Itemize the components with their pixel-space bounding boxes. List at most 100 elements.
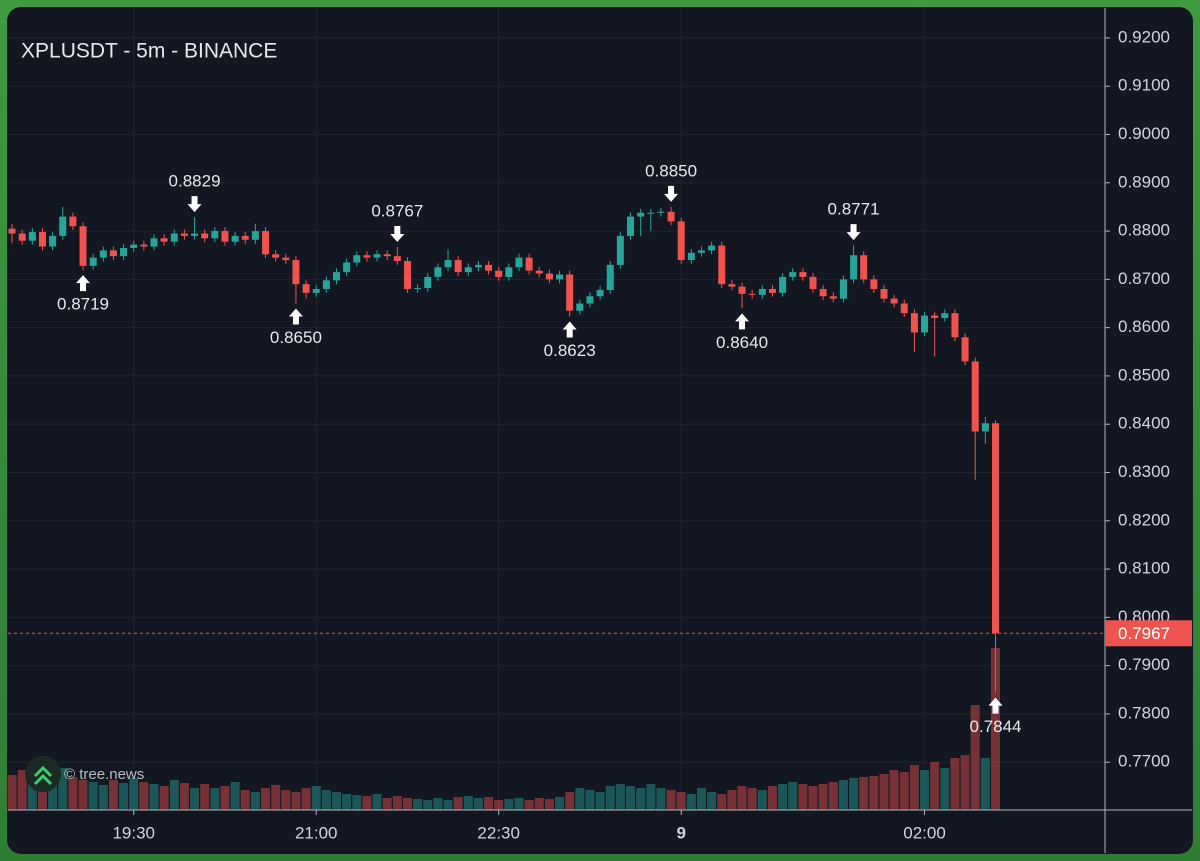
candle-body bbox=[758, 289, 766, 295]
candle-body bbox=[282, 257, 290, 261]
candle-body bbox=[708, 245, 716, 251]
volume-bar bbox=[838, 780, 848, 810]
candle-body bbox=[586, 296, 594, 304]
volume-bar bbox=[524, 800, 534, 810]
volume-bar bbox=[879, 774, 889, 810]
annotation-label: 0.8719 bbox=[57, 295, 109, 314]
annotation-label: 0.8829 bbox=[169, 172, 221, 191]
volume-bar bbox=[869, 776, 879, 810]
volume-bar bbox=[636, 788, 646, 810]
candle-body bbox=[627, 216, 635, 236]
volume-bar bbox=[737, 786, 747, 810]
candle-body bbox=[89, 257, 97, 266]
annotation-label: 0.8650 bbox=[270, 328, 322, 347]
volume-bar bbox=[48, 776, 58, 810]
volume-bar bbox=[119, 783, 129, 810]
volume-bar bbox=[291, 792, 301, 810]
annotation-arrow bbox=[664, 185, 679, 202]
volume-bar bbox=[139, 782, 149, 810]
candle-body bbox=[18, 233, 26, 241]
x-tick-label: 22:30 bbox=[477, 823, 520, 842]
annotation-arrow bbox=[390, 226, 405, 243]
candle-body bbox=[160, 238, 168, 242]
annotation-label: 0.7844 bbox=[970, 717, 1022, 736]
candle-body bbox=[211, 231, 219, 239]
y-tick-label: 0.9200 bbox=[1118, 27, 1170, 46]
volume-bar bbox=[494, 800, 504, 810]
candle-body bbox=[921, 315, 929, 333]
candle-body bbox=[637, 212, 645, 217]
x-tick-label: 19:30 bbox=[112, 823, 155, 842]
volume-bar bbox=[210, 788, 220, 810]
candle-body bbox=[140, 244, 148, 247]
watermark: © tree.news bbox=[25, 756, 144, 792]
volume-bar bbox=[169, 780, 179, 810]
volume-bar bbox=[656, 788, 666, 810]
annotation-arrow bbox=[562, 321, 577, 338]
candle-body bbox=[414, 288, 422, 290]
x-tick-label: 02:00 bbox=[903, 823, 946, 842]
volume-bar bbox=[352, 795, 362, 810]
annotation-label: 0.8771 bbox=[828, 200, 880, 219]
candle-body bbox=[292, 260, 300, 285]
candle-body bbox=[870, 279, 878, 290]
candle-body bbox=[403, 261, 411, 290]
y-tick-label: 0.8300 bbox=[1118, 462, 1170, 481]
volume-bar bbox=[534, 798, 544, 810]
candle-body bbox=[383, 254, 391, 257]
candle-body bbox=[69, 216, 77, 227]
annotation-arrow bbox=[76, 275, 91, 292]
volume-bar bbox=[7, 775, 17, 810]
candle-body bbox=[992, 423, 1000, 634]
volume-bar bbox=[68, 777, 78, 810]
volume-bar bbox=[808, 786, 818, 810]
candle-body bbox=[302, 284, 310, 293]
last-price-tag bbox=[1105, 620, 1192, 647]
volume-bar bbox=[88, 782, 98, 810]
annotation-arrow bbox=[288, 308, 303, 325]
volume-bar bbox=[788, 782, 798, 810]
candle-body bbox=[525, 257, 533, 271]
candle-body bbox=[434, 267, 442, 277]
annotation-label: 0.8767 bbox=[371, 201, 423, 220]
candle-body bbox=[900, 303, 908, 314]
y-tick-label: 0.7700 bbox=[1118, 752, 1170, 771]
volume-bar bbox=[899, 772, 909, 810]
volume-bar bbox=[626, 786, 636, 810]
volume-bar bbox=[27, 780, 37, 810]
volume-bar bbox=[828, 782, 838, 810]
candle-body bbox=[779, 276, 787, 293]
candle-body bbox=[251, 231, 259, 240]
candle-body bbox=[28, 232, 36, 241]
candle-body bbox=[850, 255, 858, 280]
candle-body bbox=[474, 264, 482, 268]
volume-bar bbox=[108, 780, 118, 810]
candle-body bbox=[556, 274, 564, 280]
volume-bar bbox=[433, 798, 443, 810]
candle-body bbox=[687, 252, 695, 261]
candle-body bbox=[910, 313, 918, 333]
volume-bar bbox=[666, 790, 676, 810]
y-tick-label: 0.8700 bbox=[1118, 269, 1170, 288]
candle-body bbox=[454, 260, 462, 273]
candle-body bbox=[880, 289, 888, 299]
candle-body bbox=[809, 276, 817, 290]
candle-body bbox=[322, 280, 330, 290]
volume-bar bbox=[980, 758, 990, 810]
volume-bar bbox=[686, 794, 696, 810]
volume-bar bbox=[382, 798, 392, 810]
volume-bar bbox=[321, 790, 331, 810]
y-tick-label: 0.8400 bbox=[1118, 414, 1170, 433]
candle-body bbox=[971, 361, 979, 432]
candle-body bbox=[860, 255, 868, 280]
candle-body bbox=[343, 262, 351, 273]
candle-body bbox=[221, 231, 229, 242]
candle-body bbox=[647, 212, 655, 214]
candle-body bbox=[951, 313, 959, 338]
candle-body bbox=[332, 272, 340, 281]
candle-body bbox=[99, 250, 107, 258]
candle-body bbox=[768, 289, 776, 293]
volume-bar bbox=[179, 783, 189, 810]
candle-body bbox=[576, 303, 584, 311]
volume-bar bbox=[920, 770, 930, 810]
